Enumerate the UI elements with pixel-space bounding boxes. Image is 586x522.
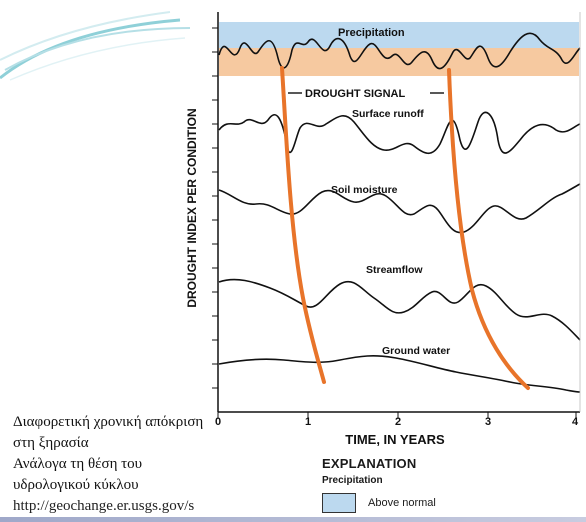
slide-caption: Διαφορετική χρονική απόκριση στη ξηρασία… <box>13 412 278 517</box>
slide-bottom-bar <box>0 517 586 522</box>
caption-line-4: υδρολογικού κύκλου <box>13 477 139 493</box>
x-tick-label-2: 2 <box>395 416 401 428</box>
caption-line-1: Διαφορετική χρονική απόκριση <box>13 414 204 430</box>
explanation-subtitle: Precipitation <box>322 475 383 486</box>
slide-decoration <box>0 11 191 81</box>
above-normal-label: Above normal <box>368 497 436 509</box>
x-axis-ticks <box>217 412 577 418</box>
x-tick-label-0: 0 <box>215 416 221 428</box>
below-normal-band <box>219 48 579 76</box>
streamflow-label: Streamflow <box>366 264 423 276</box>
y-axis-title: DROUGHT INDEX PER CONDITION <box>185 108 199 307</box>
caption-line-2: στη ξηρασία <box>13 435 89 451</box>
x-axis-title: TIME, IN YEARS <box>345 432 445 447</box>
soil-moisture-label: Soil moisture <box>331 184 398 196</box>
streamflow-curve <box>218 278 581 341</box>
caption-line-3: Ανάλογα τη θέση του <box>13 456 143 472</box>
above-normal-band <box>219 22 579 48</box>
above-normal-swatch <box>322 493 356 513</box>
x-tick-label-1: 1 <box>305 416 311 428</box>
soil-moisture-curve <box>218 183 581 234</box>
explanation-title: EXPLANATION <box>322 456 417 471</box>
x-tick-label-4: 4 <box>572 416 579 428</box>
precipitation-label: Precipitation <box>338 27 405 39</box>
drought-signal-label: DROUGHT SIGNAL <box>305 88 406 100</box>
legend-item-above-normal: Above normal <box>322 493 542 513</box>
ground-water-curve <box>218 355 581 393</box>
explanation-legend: EXPLANATION Precipitation Above normal <box>322 456 542 513</box>
ground-water-label: Ground water <box>382 345 450 357</box>
x-tick-label-3: 3 <box>485 416 491 428</box>
surface-runoff-curve <box>218 111 581 155</box>
surface-runoff-label: Surface runoff <box>352 108 424 120</box>
drought-signal-line-2 <box>447 68 530 390</box>
precipitation-curve <box>218 32 581 70</box>
source-link[interactable]: http://geochange.er.usgs.gov/s <box>13 498 195 514</box>
drought-signal-line-1 <box>280 66 326 384</box>
y-axis-ticks <box>212 27 218 389</box>
